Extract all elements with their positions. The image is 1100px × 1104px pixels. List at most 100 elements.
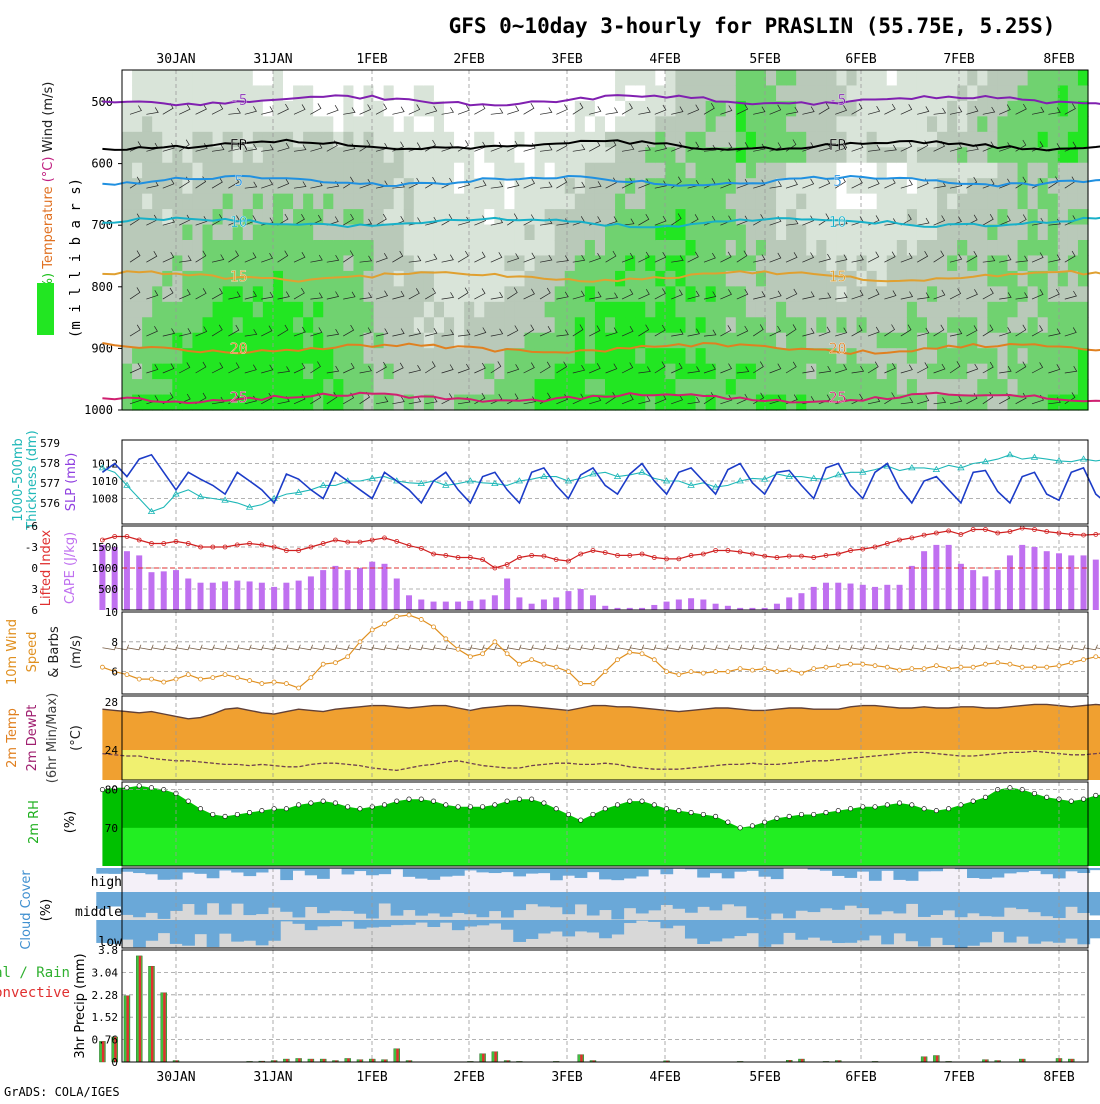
rh-cell [434,147,445,163]
rh-cell [142,178,153,194]
wind10m-marker [432,625,436,629]
rh-cell [132,302,143,318]
rh-cell [907,286,918,302]
rh-cell [434,225,445,241]
rh-cell [263,225,274,241]
wind10m-marker [689,670,693,674]
rh-cell [374,209,385,225]
li-tick-label: 6 [31,604,38,617]
rh-cell [343,302,354,318]
rh-cell [484,333,495,349]
rh-cell [273,225,284,241]
rh-cell [997,302,1008,318]
rh-cell [997,395,1008,411]
rh-cell [444,225,455,241]
rh-cell [374,255,385,271]
rh-cell [716,240,727,256]
rh-cell [595,333,606,349]
cloud-cover-bar [121,920,134,940]
rh-marker [272,807,276,811]
rh-cell [575,379,586,395]
rh-cell [655,286,666,302]
rh-cell [796,225,807,241]
rh-cell [766,163,777,179]
rh-cell [806,302,817,318]
cloud-cover-bar [354,892,367,914]
rh-cell [726,317,737,333]
rh-marker [738,826,742,830]
rh-cell [172,286,183,302]
rh-marker [260,808,264,812]
rh-cell [625,101,636,117]
isotherm-label: 20 [828,339,846,357]
rh-cell [293,271,304,287]
rh-cell [645,101,656,117]
rh-cell [172,70,183,86]
cloud-cover-bar [575,920,588,931]
rh-marker [431,799,435,803]
rh-cell [1058,348,1069,364]
cloud-cover-bar [366,920,379,927]
cloud-cover-bar [893,892,906,913]
rh-cell [987,240,998,256]
cloud-cover-bar [329,892,342,911]
rh-cell [746,240,757,256]
rh-cell [253,194,264,210]
rh-cell [364,286,375,302]
cloud-cover-bar [550,892,563,907]
rh-cell [987,116,998,132]
rh-cell [897,317,908,333]
rh-cell [313,255,324,271]
rh-cell [162,116,173,132]
rh-cell [635,379,646,395]
wind10m-marker [1082,658,1086,662]
rh-cell [514,286,525,302]
wind10m-marker [579,682,583,686]
rh-cell [364,116,375,132]
wind10m-marker [100,665,104,669]
rh-cell [454,194,465,210]
isotherm-label: -5 [230,91,248,109]
rh-cell [897,147,908,163]
rh-cell [887,194,898,210]
rh-cell [766,302,777,318]
rh-cell [665,101,676,117]
rh-cell [696,255,707,271]
rh-cell [847,255,858,271]
rh-cell [706,178,717,194]
rh-cell [776,317,787,333]
rh-cell [625,348,636,364]
rh-cell [323,116,334,132]
rh-cell [796,317,807,333]
rh-cell [635,147,646,163]
rh-cell [655,101,666,117]
rh-cell [726,348,737,364]
rh-cell [766,364,777,380]
rh-cell [182,70,193,86]
rh-cell [726,178,737,194]
rh-cell [182,178,193,194]
wind10m-marker [517,662,521,666]
rh-cell [364,209,375,225]
rh-cell [343,348,354,364]
rh-cell [907,271,918,287]
rh-marker [554,807,558,811]
rh-cell [1018,240,1029,256]
rh-cell [565,70,576,86]
rh-cell [696,333,707,349]
rh-marker [505,799,509,803]
rh-cell [575,395,586,411]
rh-cell [897,132,908,148]
rh-cell [565,379,576,395]
wind10m-marker [898,668,902,672]
rh-cell [152,116,163,132]
rh-cell [957,116,968,132]
rh-cell [645,163,656,179]
rh-cell [192,194,203,210]
thickness-background [122,440,1088,524]
rh-cell [635,317,646,333]
rh-cell [696,302,707,318]
cloud-cover-bar [1041,892,1054,916]
rh-cell [575,70,586,86]
cloud-cover-bar [243,892,256,915]
